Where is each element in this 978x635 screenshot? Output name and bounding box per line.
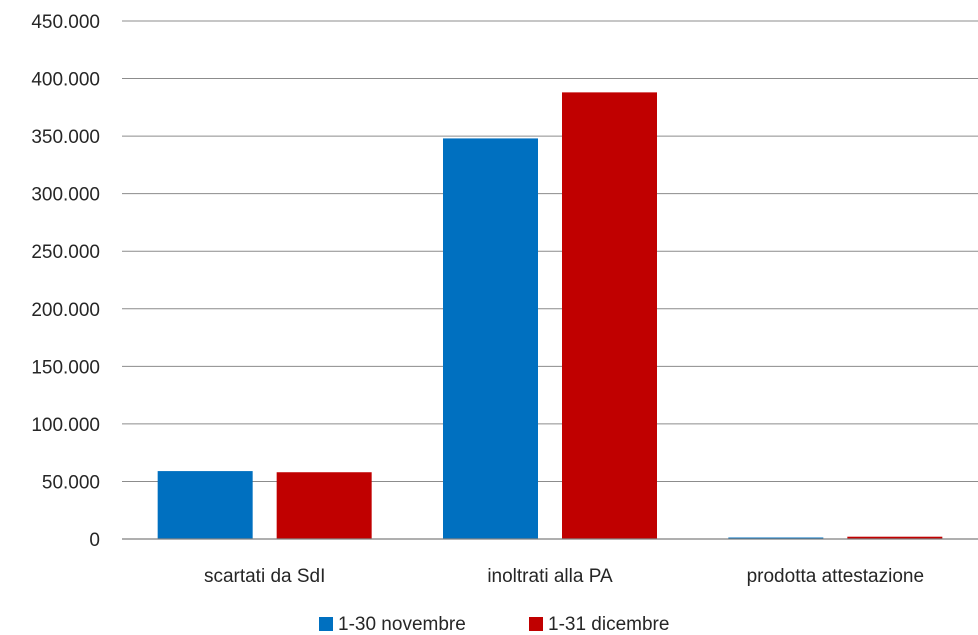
y-tick-label: 50.000 [42,472,100,493]
bar-dicembre-2 [847,536,943,539]
legend-swatch [529,617,543,631]
legend-label: 1-30 novembre [338,614,466,635]
bar-novembre-0 [157,471,253,539]
bars [157,92,943,539]
y-tick-label: 0 [89,530,100,551]
x-category-label: inoltrati alla PA [487,566,613,587]
bar-novembre-2 [728,537,824,539]
bar-dicembre-0 [276,472,372,539]
legend: 1-30 novembre 1-31 dicembre [319,614,669,635]
y-tick-label: 350.000 [31,127,100,148]
y-tick-label: 400.000 [31,70,100,91]
y-tick-label: 250.000 [31,242,100,263]
bar-novembre-1 [443,138,538,539]
legend-label: 1-31 dicembre [548,614,669,635]
legend-swatch [319,617,333,631]
y-tick-label: 450.000 [31,12,100,33]
y-tick-label: 150.000 [31,357,100,378]
bar-dicembre-1 [562,92,657,539]
y-tick-label: 200.000 [31,300,100,321]
x-axis-category-labels: scartati da SdI inoltrati alla PA prodotta… [204,566,924,587]
y-tick-label: 300.000 [31,185,100,206]
x-category-label: prodotta attestazione [747,566,924,587]
y-axis-tick-labels: 0 50.000 100.000 150.000 200.000 250.000 300.0… [31,12,100,551]
x-category-label: scartati da SdI [204,566,325,587]
gridlines [122,20,978,482]
y-tick-label: 100.000 [31,415,100,436]
